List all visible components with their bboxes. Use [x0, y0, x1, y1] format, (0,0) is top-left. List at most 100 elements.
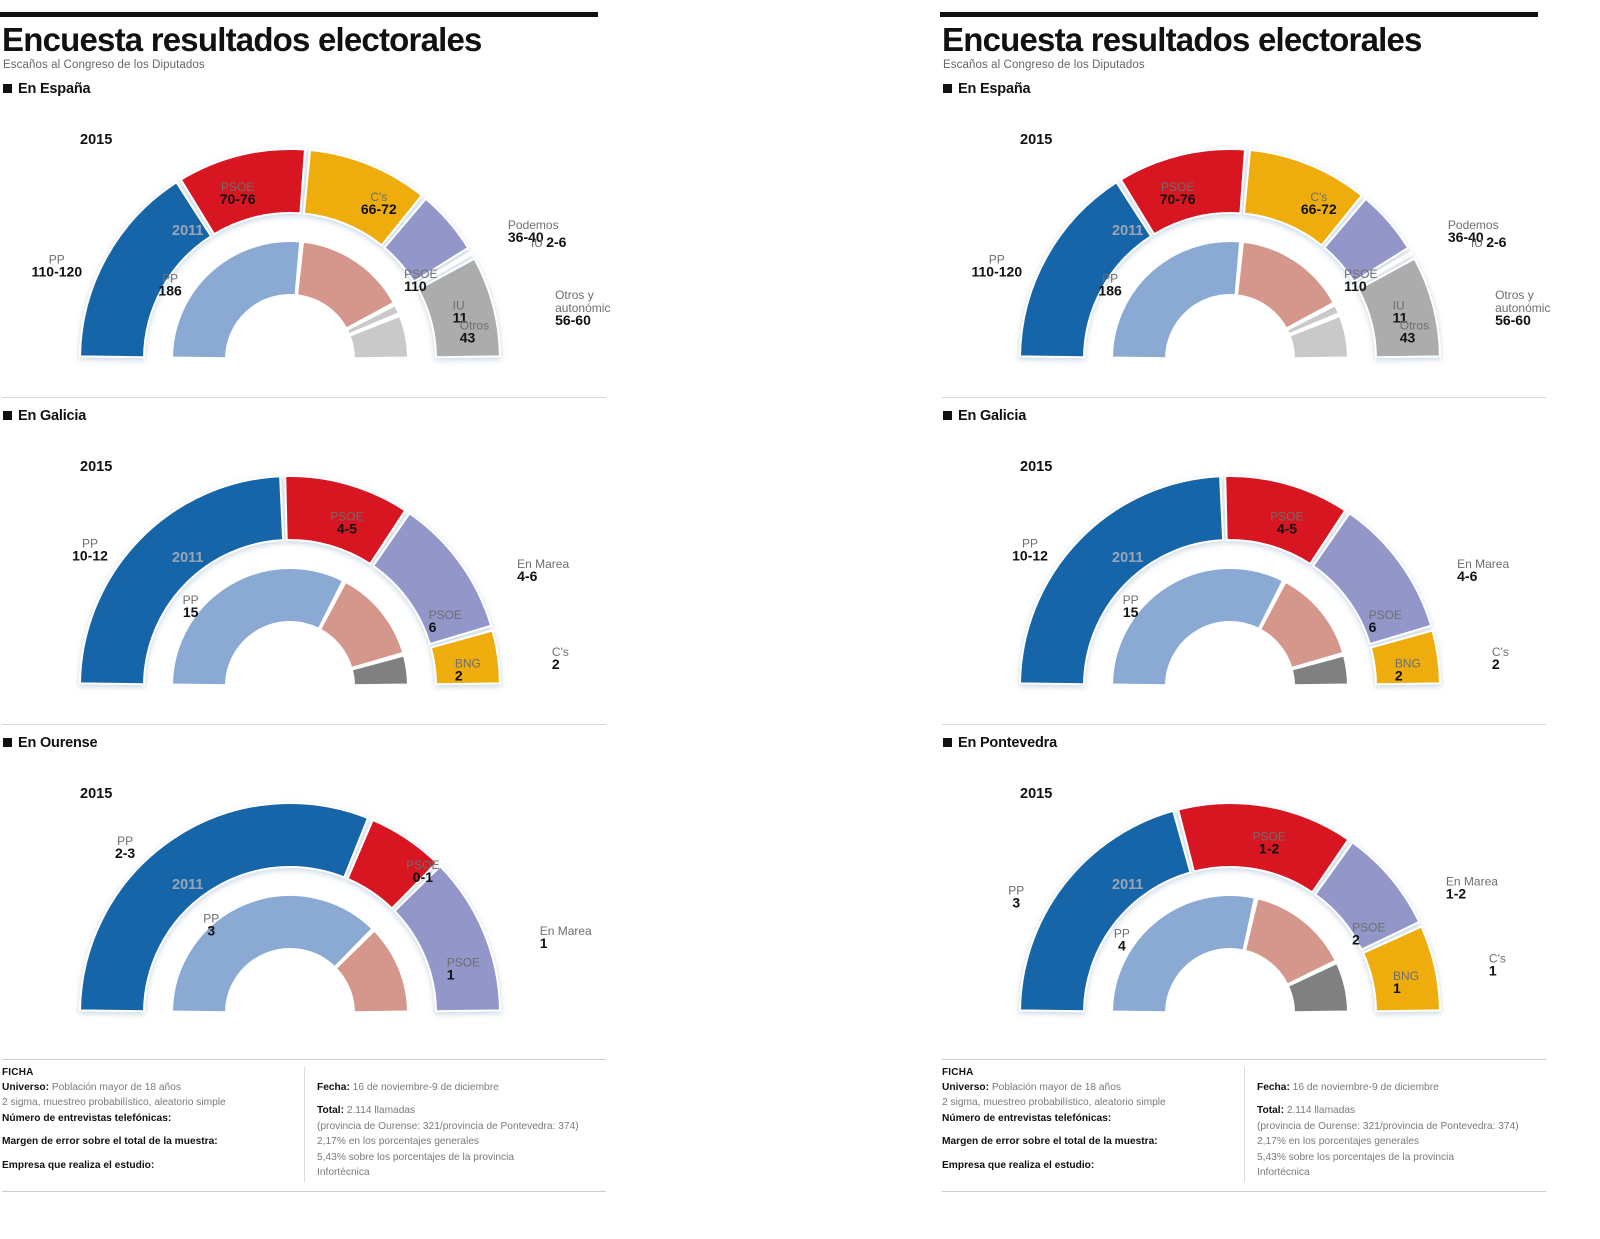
ficha-label: Número de entrevistas telefónicas: [942, 1112, 1112, 1124]
slice-2015-en-marea [371, 511, 493, 645]
slice-value-psoe: 2 [1352, 931, 1360, 947]
ficha-label: Fecha: [1257, 1081, 1290, 1093]
charts-container-left: En España PP 110-120 PSOE 70-76 C's 66-72 Podem… [0, 81, 620, 1051]
square-bullet-icon [3, 411, 12, 421]
slice-2011-psoe [334, 928, 410, 1013]
ficha-line: Infortécnica [317, 1167, 370, 1179]
slice-2015-pp [1019, 809, 1192, 1012]
slice-2011-bng [1286, 961, 1350, 1013]
slice-2015-pp [1019, 180, 1153, 358]
ficha-label: Universo: [2, 1081, 49, 1093]
ficha-line: (provincia de Ourense: 321/provincia de … [1257, 1120, 1519, 1132]
ring-year-2011: 2011 [172, 877, 203, 893]
slice-value-c-s: 1 [1489, 962, 1497, 978]
ring-2011 [1110, 239, 1350, 359]
slice-label-en-marea: En Marea [517, 557, 569, 571]
ring-2015 [79, 801, 501, 1012]
ring-2011 [170, 893, 410, 1013]
ring-year-2011: 2011 [1112, 223, 1143, 239]
ficha-line: 2,17% en los porcentajes generales [317, 1136, 479, 1148]
section-header-pontevedra: En Pontevedra [943, 735, 1560, 751]
ficha-label: Total: [1257, 1105, 1284, 1117]
page-subtitle: Escaños al Congreso de los Diputados [943, 58, 1145, 71]
section-title: En Galicia [18, 407, 87, 424]
slice-value-c-s: 2 [1492, 656, 1500, 672]
slice-2011-pp [170, 239, 302, 359]
ficha-line: Margen de error sobre el total de la mue… [942, 1135, 1236, 1149]
slice-label-pp: PP [203, 911, 219, 925]
ficha-line: Empresa que realiza el estudio: [942, 1159, 1236, 1173]
ficha-spacer [1257, 1067, 1538, 1078]
slice-2015-iu [1354, 250, 1414, 288]
chart-ourense: En Ourense PP 2-3 PSOE 0-1 En Marea 1 PP 3 PSOE 1 2… [0, 735, 620, 1051]
slice-value-podemos: 36-40 [1448, 229, 1484, 245]
slice-2011-psoe [1258, 580, 1345, 669]
ficha-line: Empresa que realiza el estudio: [2, 1159, 296, 1173]
slice-2015-psoe [346, 818, 439, 910]
ficha-line: 5,43% sobre los porcentajes de la provin… [1257, 1151, 1455, 1163]
ficha-line: Número de entrevistas telefónicas: [942, 1112, 1236, 1126]
slice-label-otros-y-auton-micos: Otros yautonómicos [555, 288, 610, 315]
slice-value-bng: 1 [1393, 980, 1401, 996]
chart-espana: En España PP 110-120 PSOE 70-76 C's 66-72 Podem… [0, 81, 620, 397]
ficha-line: Fecha: 16 de noviembre-9 de diciembre [1257, 1081, 1439, 1093]
ficha-block: FICHA Universo: Población mayor de 18 año… [942, 1058, 1546, 1192]
ficha-column-right: Fecha: 16 de noviembre-9 de diciembre Tot… [1244, 1066, 1546, 1182]
slice-2011-pp [170, 566, 345, 686]
slice-value-pp: 2-3 [115, 845, 135, 861]
slice-label-iu: IU [1393, 298, 1405, 312]
slice-2011-otros [348, 314, 410, 359]
ficha-line: Universo: Población mayor de 18 años [942, 1081, 1121, 1093]
chart-galicia: En Galicia PP 10-12 PSOE 4-5 En Marea 4-6 C's 2 P… [940, 408, 1560, 724]
ring-2011 [1110, 566, 1350, 686]
slice-label-pp: PP [1114, 926, 1130, 940]
ficha-column-left: FICHA Universo: Población mayor de 18 año… [942, 1067, 1244, 1182]
slice-label-en-marea: En Marea [1446, 874, 1498, 888]
section-header-espana: En España [943, 81, 1560, 97]
ficha-label: Universo: [942, 1081, 989, 1093]
square-bullet-icon [943, 84, 952, 94]
panel-gutter [620, 0, 940, 1239]
slice-label-c-s: C's [1489, 951, 1506, 965]
section-divider [942, 396, 1546, 398]
slice-value-bng: 2 [455, 667, 463, 683]
top-rule [940, 12, 1538, 17]
slice-label-pp: PP [1123, 592, 1139, 606]
section-divider [2, 396, 606, 398]
slice-value-pp: 10-12 [72, 547, 108, 563]
ring-2011 [1110, 893, 1350, 1013]
slice-label-podemos: Podemos [1448, 218, 1499, 232]
slice-value-psoe: 6 [1369, 619, 1377, 635]
slice-2015-iu [414, 250, 474, 288]
slice-value-iu: 11 [453, 309, 468, 325]
slice-label-psoe: PSOE [404, 266, 437, 280]
slice-value-psoe: 70-76 [220, 191, 256, 207]
ring-2015 [1019, 801, 1441, 1012]
slice-label-psoe: PSOE [447, 955, 480, 969]
slice-2015-pp [79, 180, 213, 358]
slice-value-pp: 110-120 [972, 263, 1023, 279]
slice-2011-pp [1110, 893, 1257, 1013]
section-divider [2, 723, 606, 725]
slice-value-psoe: 1 [447, 966, 455, 982]
slice-2011-iu [1285, 303, 1341, 336]
slice-label-bng: BNG [1395, 656, 1421, 670]
section-title: En Pontevedra [958, 734, 1057, 751]
slice-label-c-s: C's [1310, 189, 1327, 203]
slice-value-pp: 3 [207, 922, 215, 938]
slice-2015-podemos [382, 197, 470, 283]
slice-label-pp: PP [1102, 271, 1118, 285]
square-bullet-icon [943, 738, 952, 748]
slice-value-pp: 186 [158, 282, 182, 298]
slice-value-psoe: 110 [1344, 277, 1367, 293]
slice-2011-pp [1110, 566, 1285, 686]
slice-value-bng: 2 [1395, 667, 1403, 683]
ring-year-2011: 2011 [1112, 877, 1143, 893]
slice-2015-otros-y-auton-micos [416, 256, 501, 358]
slice-label-pp: PP [49, 252, 65, 266]
